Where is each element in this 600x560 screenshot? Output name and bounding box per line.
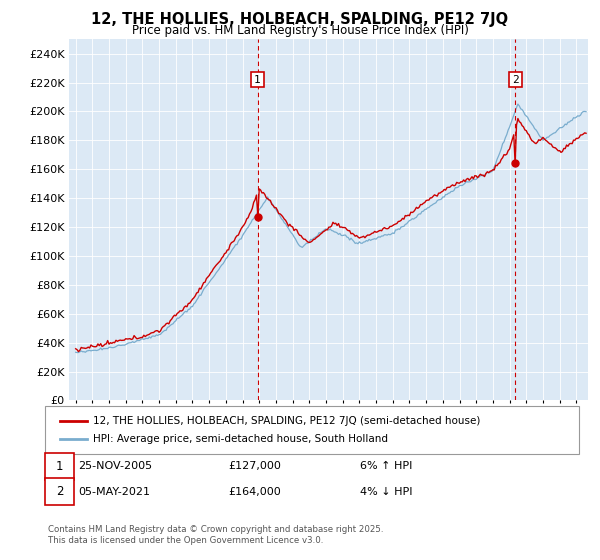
Text: 1: 1 bbox=[56, 460, 63, 473]
Text: £164,000: £164,000 bbox=[228, 487, 281, 497]
Text: HPI: Average price, semi-detached house, South Holland: HPI: Average price, semi-detached house,… bbox=[93, 434, 388, 444]
Text: 12, THE HOLLIES, HOLBEACH, SPALDING, PE12 7JQ: 12, THE HOLLIES, HOLBEACH, SPALDING, PE1… bbox=[91, 12, 509, 27]
Text: Price paid vs. HM Land Registry's House Price Index (HPI): Price paid vs. HM Land Registry's House … bbox=[131, 24, 469, 36]
Text: 6% ↑ HPI: 6% ↑ HPI bbox=[360, 461, 412, 472]
Text: £127,000: £127,000 bbox=[228, 461, 281, 472]
Text: 25-NOV-2005: 25-NOV-2005 bbox=[78, 461, 152, 472]
Text: 4% ↓ HPI: 4% ↓ HPI bbox=[360, 487, 413, 497]
Text: 1: 1 bbox=[254, 74, 261, 85]
Text: 05-MAY-2021: 05-MAY-2021 bbox=[78, 487, 150, 497]
Text: 2: 2 bbox=[512, 74, 519, 85]
Text: 2: 2 bbox=[56, 485, 63, 498]
Text: 12, THE HOLLIES, HOLBEACH, SPALDING, PE12 7JQ (semi-detached house): 12, THE HOLLIES, HOLBEACH, SPALDING, PE1… bbox=[93, 416, 481, 426]
Text: Contains HM Land Registry data © Crown copyright and database right 2025.
This d: Contains HM Land Registry data © Crown c… bbox=[48, 525, 383, 545]
